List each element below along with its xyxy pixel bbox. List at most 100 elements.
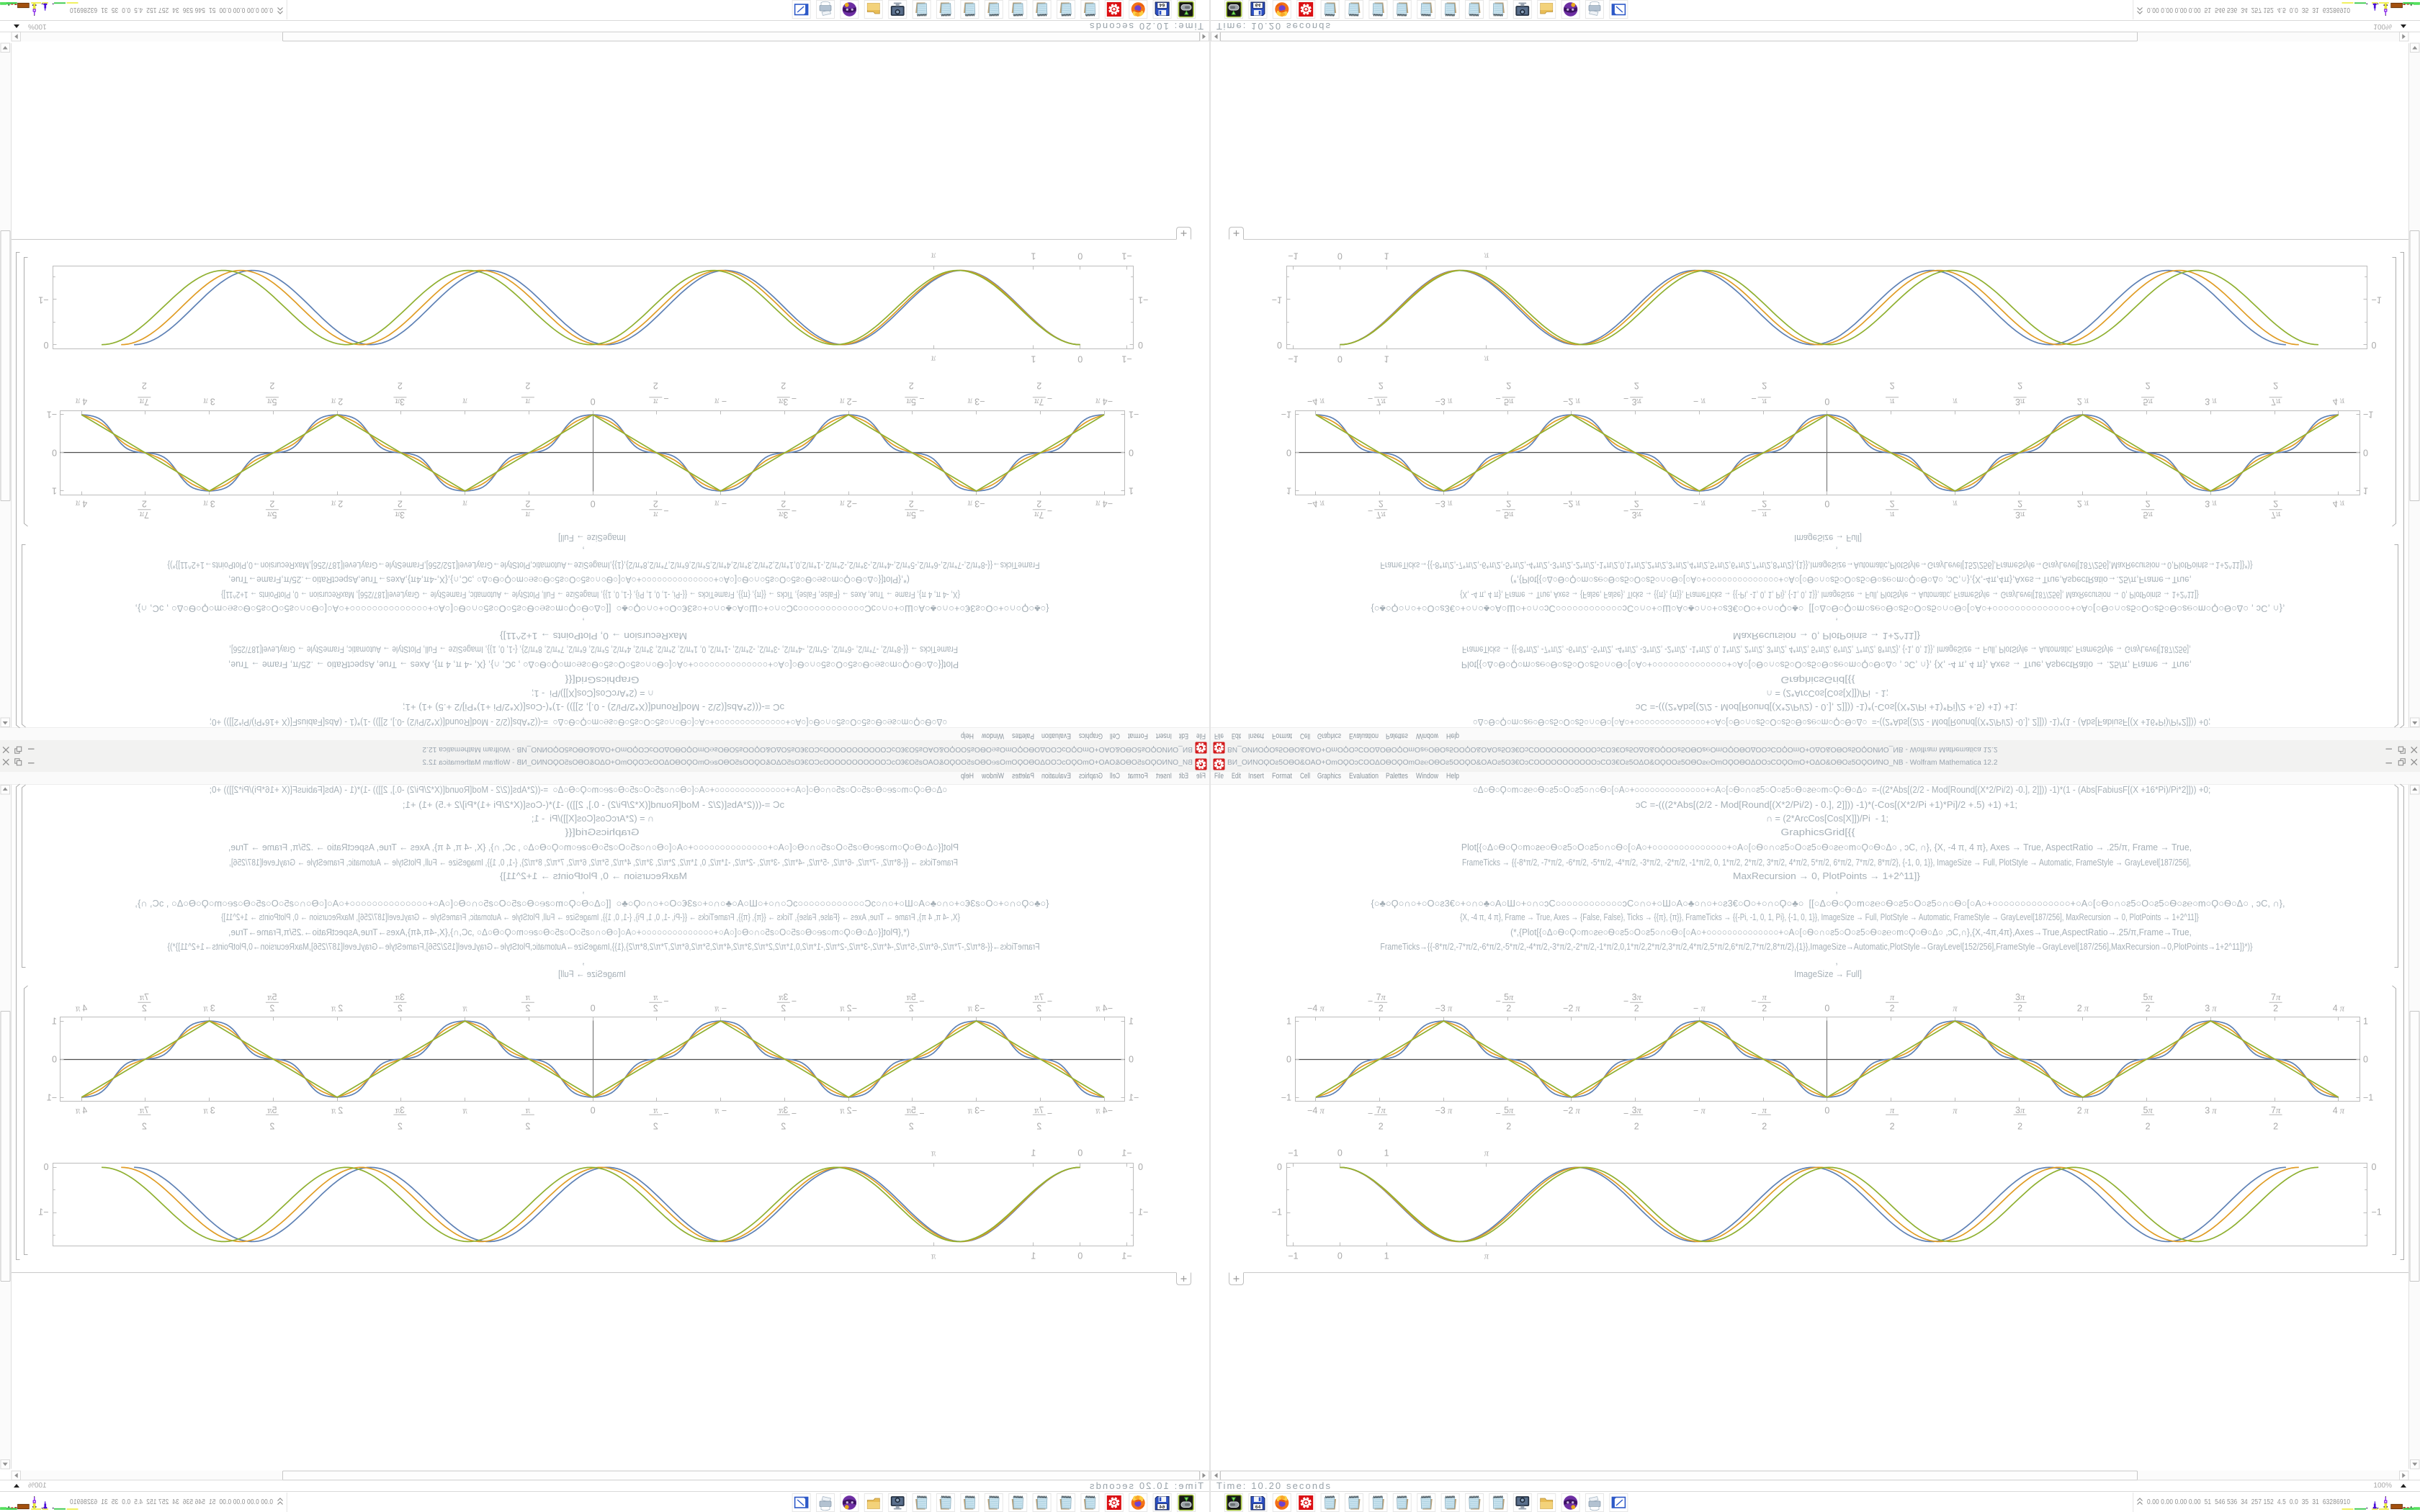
svg-text:5π: 5π: [2143, 397, 2153, 407]
svg-text:2: 2: [398, 499, 403, 509]
svg-text:7π: 7π: [1034, 1105, 1044, 1115]
svg-text:2: 2: [398, 1004, 403, 1014]
svg-text:3π: 3π: [778, 397, 788, 407]
svg-text:2: 2: [1634, 1004, 1639, 1014]
svg-text:0: 0: [1277, 1162, 1282, 1172]
svg-text:2: 2: [525, 1121, 530, 1131]
svg-text:0: 0: [1824, 396, 1829, 406]
svg-text:3 π: 3 π: [203, 1004, 215, 1014]
svg-text:2: 2: [653, 499, 658, 509]
svg-text:−1: −1: [1121, 1148, 1131, 1158]
svg-text:− π: − π: [714, 1106, 727, 1116]
svg-text:−: −: [1368, 505, 1373, 516]
svg-text:3 π: 3 π: [2205, 1004, 2217, 1014]
svg-text:5π: 5π: [1504, 397, 1514, 407]
svg-text:0: 0: [1077, 354, 1083, 364]
svg-text:−2 π: −2 π: [840, 1004, 857, 1014]
svg-text:0: 0: [1277, 340, 1282, 350]
svg-text:− π: − π: [1693, 499, 1706, 509]
svg-text:2: 2: [2273, 499, 2278, 509]
svg-text:−: −: [1368, 996, 1373, 1007]
svg-text:2: 2: [1379, 1121, 1384, 1131]
svg-text:5π: 5π: [2143, 992, 2153, 1002]
svg-text:−1: −1: [1288, 251, 1298, 261]
svg-text:1: 1: [1384, 1251, 1389, 1261]
svg-text:−: −: [919, 1109, 924, 1119]
svg-text:−1: −1: [1121, 1251, 1131, 1261]
svg-text:−: −: [1047, 996, 1052, 1007]
svg-text:−1: −1: [1138, 1207, 1148, 1218]
svg-text:7π: 7π: [139, 397, 149, 407]
svg-text:7π: 7π: [2271, 1105, 2281, 1115]
svg-text:− π: − π: [714, 499, 727, 509]
svg-text:−: −: [1496, 505, 1501, 516]
svg-text:2: 2: [398, 381, 403, 391]
svg-text:5π: 5π: [267, 1105, 277, 1115]
svg-text:π: π: [1890, 397, 1895, 407]
svg-text:π: π: [1890, 1105, 1895, 1115]
svg-text:−: −: [1752, 393, 1757, 403]
svg-text:−1: −1: [2363, 410, 2373, 420]
svg-text:0: 0: [1129, 448, 1134, 458]
svg-text:−2 π: −2 π: [1563, 396, 1580, 406]
svg-text:2: 2: [525, 1004, 530, 1014]
svg-text:3 π: 3 π: [203, 499, 215, 509]
svg-text:π: π: [931, 354, 936, 364]
svg-text:−: −: [1623, 996, 1628, 1007]
svg-text:−: −: [1496, 393, 1501, 403]
svg-text:1: 1: [2363, 486, 2368, 496]
svg-text:0: 0: [1286, 1055, 1291, 1065]
svg-text:1: 1: [1031, 1148, 1036, 1158]
svg-text:2: 2: [1634, 1121, 1639, 1131]
svg-text:1: 1: [1286, 1017, 1291, 1027]
svg-text:π: π: [1762, 397, 1767, 407]
svg-text:2: 2: [398, 1121, 403, 1131]
svg-text:0: 0: [44, 1162, 49, 1172]
svg-text:1: 1: [1031, 354, 1036, 364]
svg-text:7π: 7π: [1376, 1105, 1386, 1115]
svg-text:0: 0: [1077, 1148, 1083, 1158]
svg-text:π: π: [525, 397, 530, 407]
svg-text:7π: 7π: [139, 510, 149, 520]
svg-text:− π: − π: [1693, 1004, 1706, 1014]
svg-text:−3 π: −3 π: [967, 1106, 985, 1116]
svg-text:2: 2: [1762, 381, 1767, 391]
svg-text:−3 π: −3 π: [967, 499, 985, 509]
svg-text:π: π: [462, 396, 467, 406]
svg-text:2: 2: [142, 381, 147, 391]
svg-text:7π: 7π: [2271, 992, 2281, 1002]
svg-text:1: 1: [1384, 1148, 1389, 1158]
svg-text:0: 0: [2363, 448, 2368, 458]
svg-text:2: 2: [269, 381, 274, 391]
svg-text:2: 2: [1890, 499, 1895, 509]
svg-text:0: 0: [591, 1004, 596, 1014]
svg-text:−4 π: −4 π: [1307, 499, 1325, 509]
svg-text:2: 2: [269, 1121, 274, 1131]
svg-text:−1: −1: [2372, 294, 2382, 305]
svg-text:−2 π: −2 π: [840, 499, 857, 509]
svg-text:4 π: 4 π: [2333, 499, 2345, 509]
svg-text:−2 π: −2 π: [840, 396, 857, 406]
svg-text:0: 0: [52, 1055, 57, 1065]
svg-text:−: −: [1368, 1109, 1373, 1119]
svg-text:π: π: [525, 510, 530, 520]
svg-text:0: 0: [1077, 251, 1083, 261]
svg-text:−: −: [1623, 393, 1628, 403]
svg-text:π: π: [462, 1106, 467, 1116]
svg-text:−: −: [1623, 505, 1628, 516]
svg-text:−4 π: −4 π: [1095, 1106, 1113, 1116]
svg-text:−: −: [663, 393, 668, 403]
svg-text:3π: 3π: [1632, 992, 1642, 1002]
svg-text:0: 0: [591, 396, 596, 406]
svg-text:2: 2: [2017, 1004, 2022, 1014]
svg-text:−2 π: −2 π: [1563, 1004, 1580, 1014]
svg-text:0: 0: [1138, 340, 1143, 350]
svg-text:2: 2: [2017, 381, 2022, 391]
svg-text:2: 2: [909, 1121, 914, 1131]
svg-text:−1: −1: [1138, 294, 1148, 305]
svg-text:2: 2: [142, 1121, 147, 1131]
svg-text:2: 2: [2017, 1121, 2022, 1131]
svg-text:0: 0: [2372, 1162, 2377, 1172]
svg-text:2: 2: [2146, 499, 2151, 509]
svg-text:π: π: [1484, 354, 1489, 364]
